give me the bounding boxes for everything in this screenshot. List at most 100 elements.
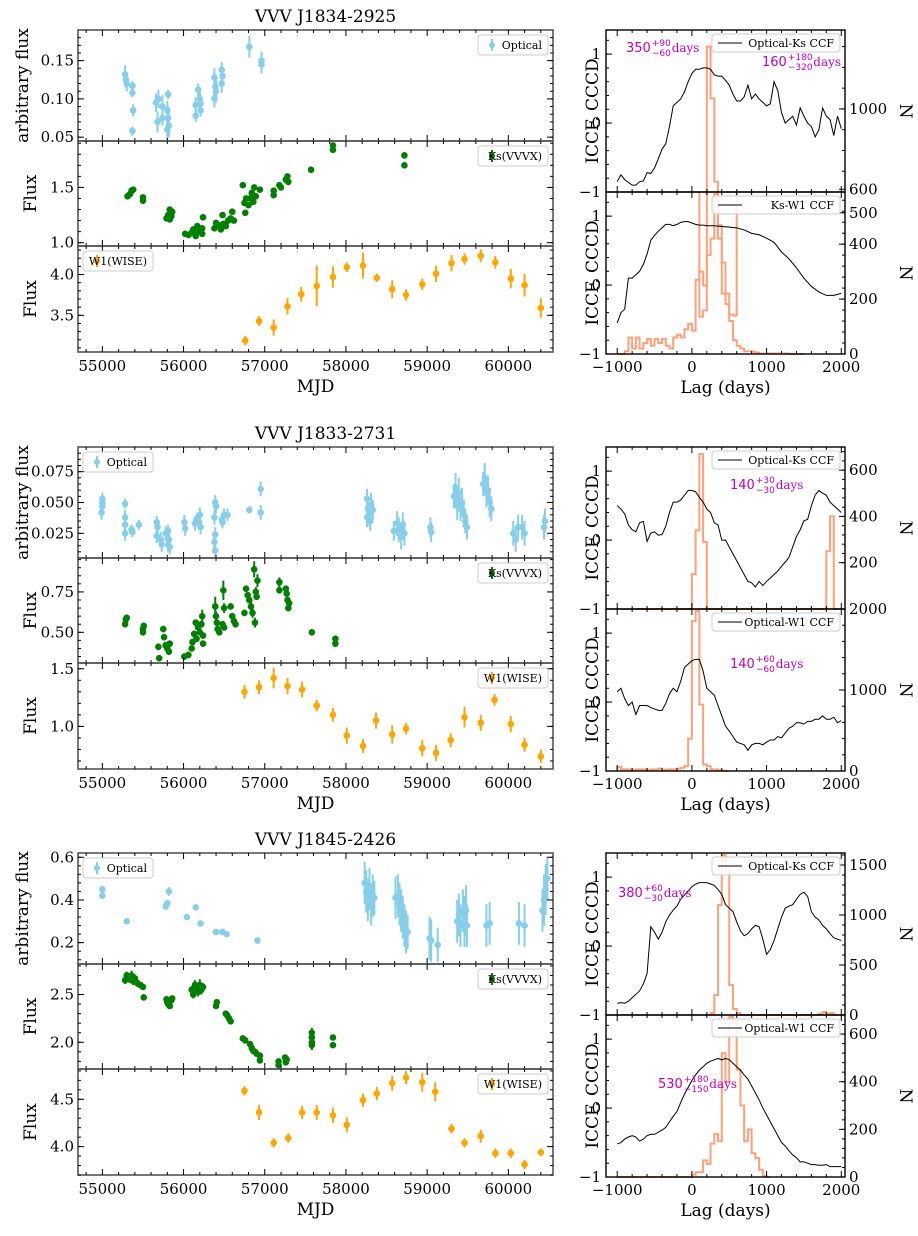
data-point: [537, 753, 545, 760]
data-point: [448, 259, 455, 267]
figure-block-1: VVV J1834-2925 0.05 0.10 0.15 arbitrary flux…: [13, 7, 915, 398]
legend-box: [477, 562, 549, 584]
data-point: [402, 725, 410, 732]
data-point: [537, 304, 545, 312]
data-point: [388, 1079, 396, 1087]
legend-label: Optical: [502, 39, 543, 52]
data-point: [343, 1121, 351, 1129]
y-tick-label: −1: [579, 1006, 601, 1024]
legend: Optical: [82, 857, 154, 879]
data-point: [211, 514, 218, 521]
y-axis-label: arbitrary flux: [13, 28, 33, 143]
lag-unit: days: [813, 55, 841, 69]
data-point: [139, 194, 147, 201]
data-point: [477, 719, 485, 727]
lightcurve-panel-optical: 0.05 0.10 0.15 arbitrary flux Optical: [13, 28, 554, 146]
data-point: [181, 525, 189, 532]
data-point: [212, 502, 220, 510]
legend-box: [82, 451, 154, 473]
data-point: [166, 1002, 174, 1010]
y2-tick-label: 0: [849, 1006, 859, 1024]
y-axis-label: Flux: [21, 174, 41, 212]
data-point: [491, 696, 498, 704]
ccf-panel-1: −1 0 1 200 400 600 ICCF, CCCD N Optical-Ks CCF 14…: [579, 446, 915, 618]
y-tick-label: 1.5: [50, 660, 74, 678]
data-point: [284, 173, 291, 180]
data-point: [212, 612, 220, 620]
ccf-panel-1: −1 0 1 0 500 1000 1500 ICCF, CCCD N Optical-Ks CC…: [579, 852, 915, 1024]
data-point: [249, 609, 256, 617]
x-tick-label: 2000: [822, 1181, 860, 1199]
data-point: [372, 717, 380, 724]
data-point: [164, 126, 171, 133]
data-point: [447, 736, 454, 744]
legend-label: Ks(VVVX): [488, 973, 542, 986]
data-point: [477, 252, 485, 260]
data-point: [140, 622, 148, 630]
data-point: [165, 888, 173, 895]
legend: Optical-W1 CCF: [711, 1018, 841, 1038]
data-point: [255, 683, 263, 691]
y2-axis-label: N: [895, 521, 915, 536]
x-tick-label: 2000: [822, 358, 860, 376]
data-point: [241, 209, 249, 217]
data-point: [159, 114, 166, 122]
legend: Ks-W1 CCF: [711, 195, 841, 215]
lag-unit: days: [709, 1077, 737, 1091]
data-point: [256, 1052, 264, 1059]
x-tick-label: 57000: [241, 357, 289, 375]
y-tick-label: 1: [591, 462, 601, 480]
data-point: [329, 1041, 337, 1049]
legend-label: Optical-W1 CCF: [744, 1022, 834, 1035]
x-tick-label: 60000: [484, 1180, 532, 1198]
lag-value: 350: [626, 41, 651, 56]
y2-tick-label: 200: [849, 290, 878, 308]
ccf-line: [616, 658, 842, 752]
data-point: [461, 1139, 468, 1147]
y2-tick-label: 600: [849, 180, 878, 198]
legend: Ks(VVVX): [477, 145, 549, 167]
data-point: [232, 620, 239, 628]
data-point: [129, 107, 137, 114]
data-point: [284, 682, 291, 690]
data-point: [199, 640, 207, 647]
data-point: [164, 899, 171, 907]
lag-value: 140: [730, 657, 755, 672]
lightcurve-panel-ksvvvx: 2.0 2.5 Flux Ks(VVVX): [21, 963, 554, 1070]
data-point: [224, 511, 231, 519]
axes-frame: [605, 608, 846, 772]
lightcurve-panel-w1wise: 4.0 4.5 Flux W1(WISE) 55000 56000 57000 58000 59…: [21, 1068, 554, 1220]
data-point: [418, 744, 426, 752]
data-point: [241, 337, 249, 344]
y-tick-label: 0: [591, 693, 601, 711]
data-point: [220, 624, 228, 631]
data-point: [123, 614, 131, 622]
y-tick-label: 0.050: [31, 494, 74, 512]
data-point: [284, 1134, 292, 1142]
data-point: [507, 720, 515, 728]
lag-value: 530: [658, 1077, 683, 1092]
x-tick-label: 55000: [78, 774, 126, 792]
data-point: [521, 922, 528, 929]
lag-value: 160: [762, 55, 787, 70]
data-point: [507, 275, 515, 282]
axes-frame: [77, 1068, 554, 1176]
y-tick-label: 4.5: [50, 1090, 74, 1108]
data-point: [359, 742, 367, 750]
y2-tick-label: 500: [849, 204, 878, 222]
y-axis-label: Flux: [21, 1103, 41, 1141]
y-tick-label: −1: [579, 183, 601, 201]
y-tick-label: 0: [591, 1099, 601, 1117]
data-point: [282, 1059, 290, 1066]
data-point: [199, 213, 207, 221]
legend-marker: [489, 1081, 495, 1087]
data-point: [154, 118, 161, 126]
ccf-line: [616, 489, 842, 588]
data-point: [250, 198, 257, 206]
data-point: [521, 281, 528, 289]
data-point: [183, 913, 191, 921]
x-tick-label: 0: [687, 1181, 697, 1199]
data-point: [246, 506, 253, 514]
y2-axis-label: N: [895, 104, 915, 119]
